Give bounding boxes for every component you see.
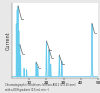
Text: Chromatographic conditions: IonPace AS11 (2 x 25 mm)
with a KOH gradient (0.5 mL: Chromatographic conditions: IonPace AS11… [5,83,76,92]
Y-axis label: Current: Current [6,31,11,50]
